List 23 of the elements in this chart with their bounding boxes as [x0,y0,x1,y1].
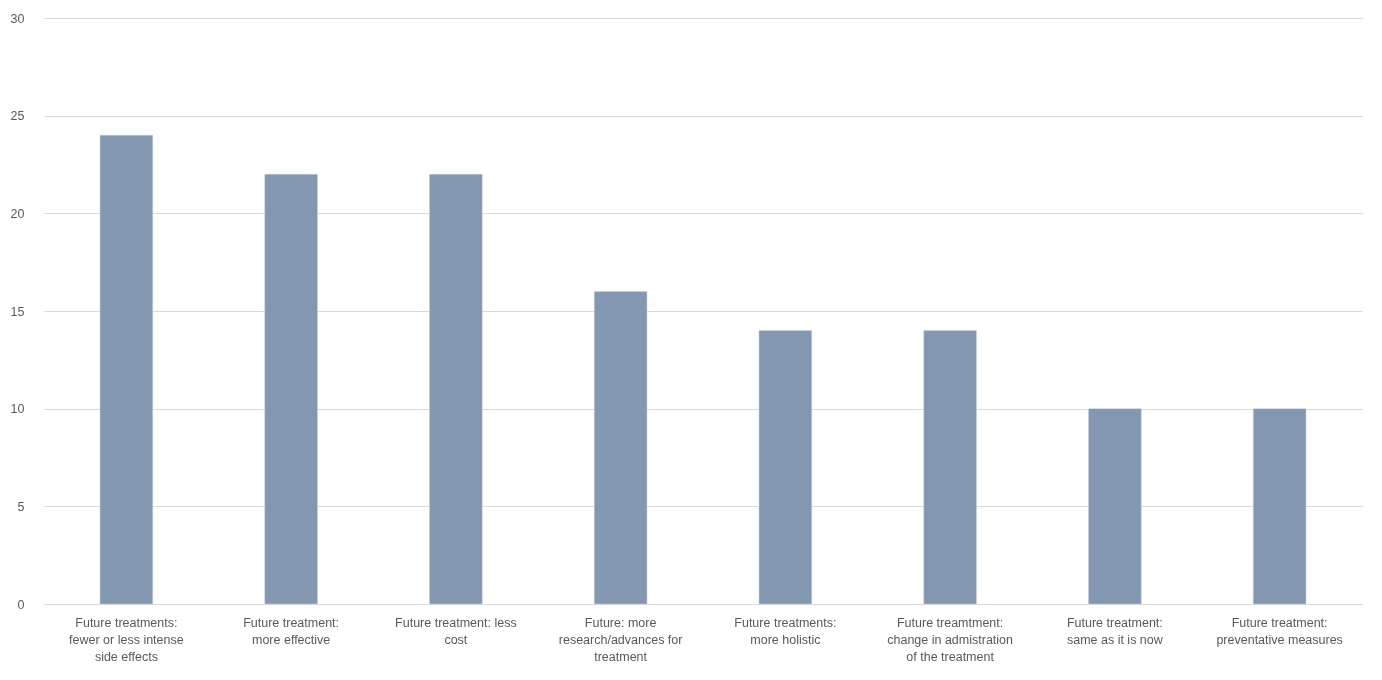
x-tick-label: Future treatment: more effective [243,615,340,647]
x-tick-label: Future: more research/advances for treatment [558,615,683,664]
y-tick-label: 0 [17,597,25,612]
x-tick-label: Future treatment: same as it is now [1066,615,1164,647]
bar [758,330,812,605]
bar [923,330,977,605]
y-tick-label: 30 [10,11,25,26]
y-tick-label: 15 [10,304,25,319]
y-tick-label: 25 [10,109,25,124]
x-tick-label: Future treamtment: change in admistration of the treatment [887,615,1014,664]
y-tick-label: 10 [10,402,25,417]
x-tick-label: Future treatments: fewer or less intense side effects [69,615,184,664]
bar [594,291,648,605]
x-tick-label: Future treatment: less cost [395,615,517,647]
y-tick-label: 5 [17,499,25,514]
x-tick-label: Future treatment: preventative measures [1216,615,1343,647]
bar [1088,408,1142,605]
y-tick-label: 20 [10,206,25,221]
bar [1253,408,1307,605]
x-tick-label: Future treatments: more holistic [734,615,837,647]
bar [264,174,318,605]
bar [429,174,483,605]
bar [99,134,153,605]
